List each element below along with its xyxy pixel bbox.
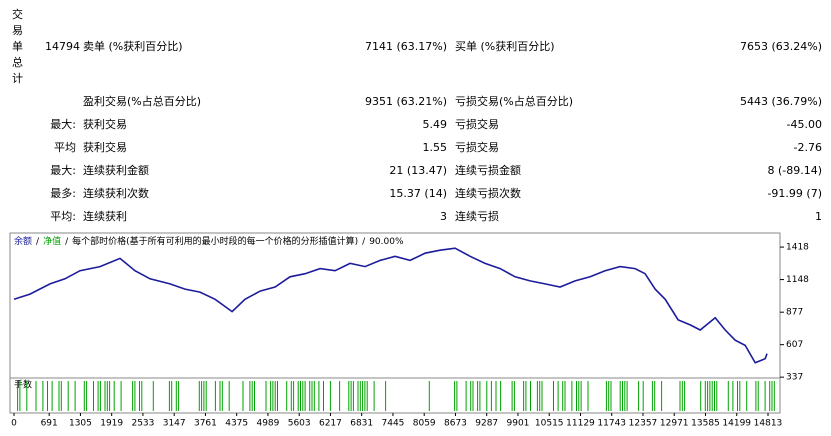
y-tick-label: 1418: [786, 243, 809, 253]
legend-sep: /: [362, 237, 366, 247]
row-label: 亏损交易: [455, 117, 499, 131]
x-tick-label: 9901: [507, 419, 530, 429]
x-tick-label: 691: [41, 419, 58, 429]
legend-entry: 余额: [14, 235, 32, 247]
side-label: 交: [12, 7, 23, 21]
x-tick-label: 7445: [382, 419, 405, 429]
row-prefix: 最多:: [50, 186, 76, 200]
legend-entry: 净值: [43, 235, 61, 247]
x-tick-label: 3147: [163, 419, 186, 429]
row-prefix: 最大:: [50, 117, 76, 131]
x-tick-label: 9287: [475, 419, 498, 429]
row-label: 获利交易: [83, 117, 127, 131]
x-tick-label: 12357: [629, 419, 658, 429]
x-tick-label: 6217: [319, 419, 342, 429]
row-label: 买单 (%获利百分比): [455, 40, 555, 53]
row-value: 21 (13.47): [389, 164, 447, 177]
row-value: 7653 (63.24%): [740, 40, 822, 53]
x-tick-label: 14813: [754, 419, 783, 429]
row-label: 连续亏损金额: [455, 163, 521, 177]
legend-sep: /: [65, 237, 69, 247]
x-tick-label: 13585: [691, 419, 720, 429]
model-note: 每个部时价格(基于所有可利用的最小时段的每一个价格的分形插值计算): [72, 235, 358, 247]
y-tick-label: 877: [786, 308, 803, 318]
row-label: 连续获利金额: [83, 163, 149, 177]
x-tick-label: 11129: [566, 419, 595, 429]
balance-line: [13, 247, 768, 364]
side-label: 总: [12, 55, 23, 69]
x-tick-label: 10515: [535, 419, 564, 429]
side-label: 易: [12, 24, 23, 37]
x-tick-label: 14199: [722, 419, 751, 429]
row-value: -2.76: [794, 141, 822, 154]
row-label: 连续亏损次数: [455, 186, 521, 200]
row-value: 3: [440, 210, 447, 223]
row-value: 5443 (36.79%): [740, 95, 822, 108]
row-value: -91.99 (7): [767, 187, 822, 200]
side-label: 单: [12, 40, 23, 53]
side-label: 计: [12, 72, 23, 85]
row-label: 亏损交易: [455, 140, 499, 154]
row-value: 1: [815, 210, 822, 223]
row-label: 盈利交易(%占总百分比): [83, 94, 201, 108]
x-tick-label: 3761: [194, 419, 217, 429]
x-tick-label: 8673: [444, 419, 467, 429]
chart-frame: [9, 232, 781, 379]
x-tick-label: 1919: [100, 419, 123, 429]
y-tick-label: 337: [786, 373, 803, 383]
row-value: 7141 (63.17%): [365, 40, 447, 53]
y-tick-label: 1148: [786, 275, 809, 285]
row-label: 连续亏损: [455, 209, 499, 223]
x-tick-label: 0: [11, 419, 17, 429]
row-label: 连续获利次数: [83, 186, 149, 200]
row-label: 获利交易: [83, 140, 127, 154]
x-tick-label: 11743: [597, 419, 626, 429]
quality: 90.00%: [369, 237, 404, 247]
legend: 余额 / 净值 / 每个部时价格(基于所有可利用的最小时段的每一个价格的分形插值计算) /…: [14, 235, 404, 247]
x-tick-label: 4375: [225, 419, 248, 429]
row-value: 5.49: [423, 118, 448, 131]
row-prefix: 平均:: [50, 210, 76, 223]
row-value: 15.37 (14): [389, 187, 447, 200]
volume-label: 手数: [14, 379, 32, 391]
row-value: -45.00: [787, 118, 822, 131]
row-label: 连续获利: [83, 209, 127, 223]
total-trades: 14794: [45, 40, 80, 53]
x-tick-label: 6831: [350, 419, 373, 429]
x-tick-label: 2533: [131, 419, 154, 429]
row-value: 8 (-89.14): [767, 164, 822, 177]
legend-sep: /: [36, 237, 40, 247]
row-prefix: 最大:: [50, 163, 76, 177]
volume-frame: [9, 377, 781, 414]
row-prefix: 平均: [54, 141, 76, 154]
row-value: 1.55: [423, 141, 448, 154]
row-value: 9351 (63.21%): [365, 95, 447, 108]
x-tick-label: 8059: [413, 419, 436, 429]
x-tick-label: 4989: [256, 419, 279, 429]
x-tick-label: 5603: [288, 419, 311, 429]
y-tick-label: 607: [786, 340, 803, 350]
row-label: 卖单 (%获利百分比): [83, 40, 183, 53]
x-tick-label: 12971: [660, 419, 689, 429]
x-tick-label: 1305: [69, 419, 92, 429]
row-label: 亏损交易(%占总百分比): [455, 94, 573, 108]
